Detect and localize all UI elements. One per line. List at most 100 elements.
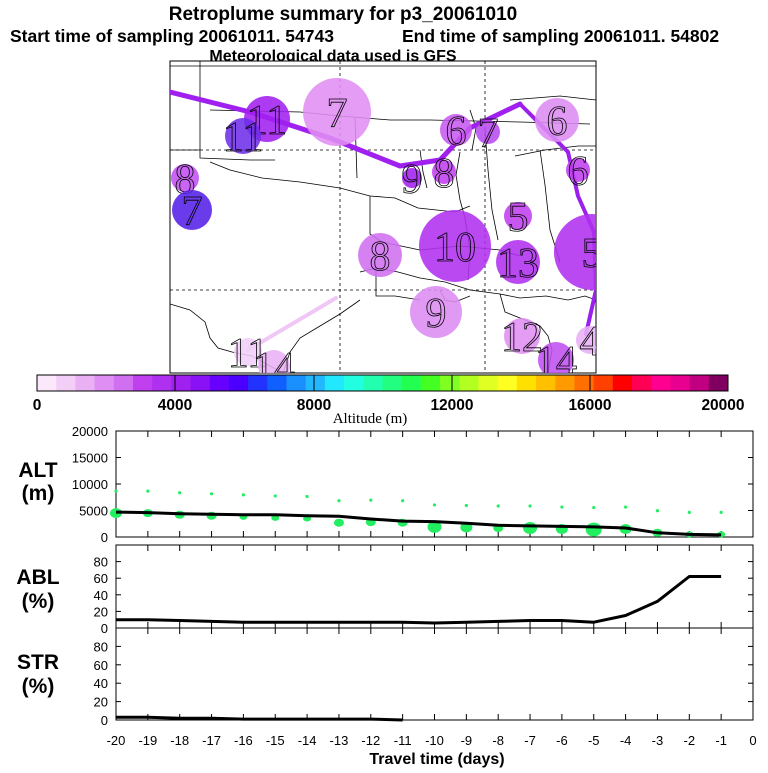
colorbar-tick-2: 8000 [297,397,331,414]
plume-marker-circle [358,233,402,277]
y-tick-label: 15000 [72,451,108,466]
alt-scatter-dot [464,503,468,508]
colorbar-tick-4: 16000 [568,397,611,414]
colorbar-cell [555,375,575,391]
colorbar-cell [401,375,422,391]
plume-marker-circle [225,118,261,154]
plume-marker-label: 7 [327,91,348,137]
colorbar-cell [113,375,134,391]
colorbar-cell [420,375,441,391]
series-line-alt [115,510,722,537]
plume-marker-label: 9 [426,291,447,337]
plume-marker: 8 [358,233,402,280]
plume-marker-label: 8 [434,151,455,197]
plume-marker-circle [554,214,596,290]
colorbar-cell [708,375,729,391]
plume-marker-label: 10 [434,225,476,271]
colorbar-cell [440,375,460,391]
plume-marker-label: 13 [497,241,539,287]
plume-marker: 9 [410,286,462,338]
colorbar-cell [209,375,230,391]
x-tick-label: -10 [425,733,444,748]
colorbar-cell [286,375,307,391]
colorbar-cell [94,375,115,391]
x-tick-label: -14 [298,733,317,748]
y-tick-label: 0 [101,621,108,636]
plume-marker: 12 [501,315,544,362]
alt-scatter-dot [146,489,150,493]
str-panel-title: STR [17,651,59,674]
plume-marker-circle [234,338,262,366]
alt-scatter-point [271,514,280,521]
plume-marker: 10 [419,210,491,282]
colorbar-cells [37,375,729,391]
alt-scatter-dot [432,503,437,507]
x-tick-label: -17 [202,733,221,748]
alt-scatter-point [427,520,442,533]
plume-marker: 7 [172,189,212,235]
colorbar-cell [497,375,518,391]
alt-scatter-dot [178,491,182,495]
panel-alt: 0 5000 10000 15000 20000 [72,424,754,545]
plume-marker-circle [258,350,290,373]
colorbar-xlabel: Altitude (m) [333,411,408,427]
colorbar-frame [36,374,729,392]
colorbar-cell [574,375,595,391]
figure-title: Retroplume summary for p3_20061010 [169,4,518,25]
plume-marker-circle [476,120,500,144]
alt-scatter-dot [369,498,373,502]
colorbar-tick-1: 4000 [158,397,192,414]
panel-frame [115,544,754,629]
end-time-label: End time of sampling 20061011. 54802 [402,26,719,46]
start-time-label: Start time of sampling 20061011. 54743 [10,26,334,46]
x-tick-label: -8 [492,733,504,748]
plume-marker-circle [440,114,472,146]
alt-scatter-point [460,522,473,533]
colorbar-tick-5: 20000 [701,397,744,414]
series-line-abl [116,575,722,625]
altitude-colorbar: 0 4000 8000 12000 16000 20000 Altitude (… [33,374,745,427]
plume-marker-label: 11 [223,115,263,161]
plume-marker: 11 [222,115,263,162]
y-tick-label: 20000 [72,424,108,439]
colorbar-cell [670,375,691,391]
colorbar-cell [689,375,710,391]
plume-marker: 5 [554,214,603,290]
alt-scatter-dot [496,504,500,508]
y-tick-label: 60 [94,658,108,673]
alt-scatter-point [333,518,344,527]
colorbar-cell [459,375,479,391]
x-tick-label: -6 [556,733,568,748]
y-tick-label: 0 [101,713,108,728]
colorbar-cell [56,375,76,391]
plume-marker-circle [535,98,579,142]
plume-marker-circle [171,164,199,192]
plume-marker-label: 7 [182,189,203,235]
alt-scatter-dot [273,494,277,498]
colorbar-cell [190,375,211,391]
plume-marker: 8 [171,157,199,203]
plume-marker-circle [410,286,462,338]
y-tick-label: 40 [94,588,108,603]
alt-scatter-dot [560,505,564,509]
colorbar-tick-0: 0 [33,397,42,414]
plume-marker: 5 [504,195,532,241]
colorbar-cell [248,375,268,391]
colorbar-cell [132,375,153,391]
plume-marker: 6 [535,98,579,145]
plume-marker-circle [504,318,540,354]
x-tick-label: -15 [266,733,285,748]
x-tick-label: 0 [749,733,756,748]
x-tick-label: -11 [394,733,412,748]
plume-marker: 7 [476,111,500,157]
time-series-panels: 05000100001500020000020406080020406080-2… [72,424,757,748]
x-tick-label: -12 [361,733,380,748]
plume-marker-circle [504,202,532,230]
plume-marker-circle [576,326,596,354]
plume-marker-label: 5 [582,231,603,277]
colorbar-cell [536,375,556,391]
plume-marker-label: 6 [568,149,589,195]
alt-scatter-dot [337,499,341,503]
colorbar-cell [478,375,499,391]
